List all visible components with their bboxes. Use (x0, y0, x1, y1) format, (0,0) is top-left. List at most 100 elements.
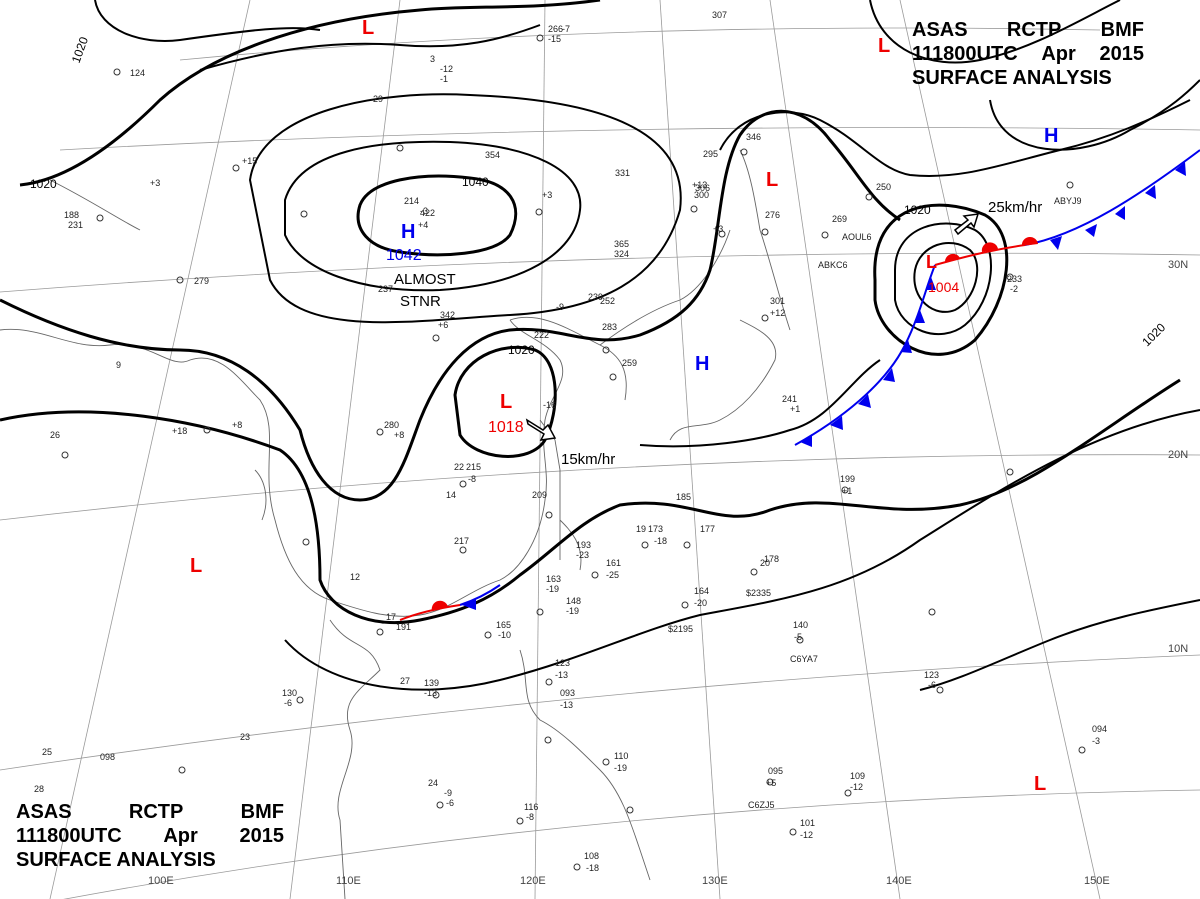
station-value: 116 (524, 802, 538, 812)
header-analysis: SURFACE ANALYSIS (16, 849, 216, 871)
lon-label: 140E (886, 875, 912, 887)
station-value: 306 (695, 183, 710, 193)
station-value: 124 (130, 68, 145, 78)
station-value: -12 (800, 830, 813, 840)
lon-label: 100E (148, 875, 174, 887)
station-value: 193 (576, 540, 591, 550)
station-value: 191 (396, 622, 411, 632)
station-value: 222 (534, 330, 549, 340)
station-value: -16 (543, 400, 556, 410)
station-value: 259 (622, 358, 637, 368)
station-glyphs (61, 34, 1086, 871)
station-value: 094 (1092, 724, 1107, 734)
station-value: -8 (468, 474, 476, 484)
station-value: 231 (68, 220, 83, 230)
lat-label: 10N (1168, 643, 1188, 655)
motion-arrows (525, 213, 980, 441)
motion-speed-label: 25km/hr (988, 199, 1042, 216)
station-value: 26 (50, 430, 60, 440)
header-title-top: ASAS RCTP BMF 111800UTC Apr 2015 SURFACE… (912, 18, 1144, 90)
station-value: 185 (676, 492, 691, 502)
station-value: 233 (1007, 274, 1022, 284)
station-value: -5 (794, 632, 802, 642)
station-value: -6 (446, 798, 454, 808)
station-value: -18 (654, 536, 667, 546)
ship-call-sign: AOUL6 (842, 232, 872, 242)
station-value: 148 (566, 596, 581, 606)
coastlines (0, 149, 791, 899)
station-value: 269 (832, 214, 847, 224)
station-value: +3 (713, 224, 723, 234)
low-center-symbol: L (878, 35, 890, 57)
station-value: 209 (532, 490, 547, 500)
station-value: 241 (782, 394, 797, 404)
station-value: -8 (526, 812, 534, 822)
station-value: 177 (700, 524, 715, 534)
station-value: 22 (454, 462, 464, 472)
lat-label: 20N (1168, 449, 1188, 461)
station-value: -18 (586, 863, 599, 873)
station-value: 101 (800, 818, 815, 828)
header-line2: 111800UTC Apr 2015 (16, 824, 284, 848)
station-value: 178 (764, 554, 779, 564)
station-value: -13 (560, 700, 573, 710)
station-value: 354 (485, 150, 500, 160)
station-value: 250 (876, 182, 891, 192)
station-value: 280 (384, 420, 399, 430)
station-value: 217 (454, 536, 469, 546)
station-value: -19 (546, 584, 559, 594)
header-product: BMF (1100, 19, 1144, 41)
station-value: -7 (562, 24, 570, 34)
station-value: 110 (614, 751, 628, 761)
station-value: 307 (712, 10, 727, 20)
ship-call-sign: C6ZJ5 (748, 800, 775, 810)
station-value: 163 (546, 574, 561, 584)
header-agency: ASAS (16, 801, 72, 823)
station-value: 095 (768, 766, 783, 776)
station-value: 324 (614, 249, 629, 259)
station-value: -10 (498, 630, 511, 640)
station-value: +3 (542, 190, 552, 200)
station-value: +8 (394, 430, 404, 440)
station-value: 365 (614, 239, 629, 249)
low-center-value: 1018 (488, 419, 524, 436)
pressure-centers: H 1042 L 1018 L 1004 H H L L L L (190, 17, 1058, 577)
lon-label: 130E (702, 875, 728, 887)
station-value: +12 (770, 308, 785, 318)
station-value: +5 (766, 778, 776, 788)
low-center-symbol: L (190, 555, 202, 577)
header-title-bottom: ASAS RCTP BMF 111800UTC Apr 2015 SURFACE… (16, 800, 284, 872)
station-value: 9 (116, 360, 121, 370)
station-value: 252 (600, 296, 615, 306)
station-value: 19 (636, 524, 646, 534)
header-time: 111800UTC (912, 43, 1018, 65)
station-value: 188 (64, 210, 79, 220)
ship-call-sign: C6YA7 (790, 654, 818, 664)
station-value: 25 (42, 747, 52, 757)
station-value: +8 (232, 420, 242, 430)
station-value: -19 (614, 763, 627, 773)
station-value: 27 (400, 676, 410, 686)
low-center-symbol: L (766, 169, 778, 191)
station-value: 093 (560, 688, 575, 698)
station-value: -6 (928, 680, 936, 690)
station-value: +15 (242, 156, 257, 166)
header-year: 2015 (1099, 43, 1145, 65)
station-value: 140 (793, 620, 808, 630)
station-value: -9 (556, 302, 564, 312)
station-value: 20 (760, 558, 770, 568)
header-month: Apr (163, 825, 198, 847)
cold-front-pips (462, 162, 1186, 610)
station-value: -29 (370, 94, 383, 104)
motion-speed-label: 15km/hr (561, 451, 615, 468)
station-value: -1 (440, 74, 448, 84)
station-value: -12 (440, 64, 453, 74)
lon-labels: 100E 110E 120E 130E 140E 150E (148, 875, 1110, 887)
station-value: 173 (648, 524, 663, 534)
station-value: -15 (548, 34, 561, 44)
station-value: +18 (172, 426, 187, 436)
station-value: 109 (850, 771, 865, 781)
station-value: -3 (1092, 736, 1100, 746)
header-agency: ASAS (912, 19, 968, 41)
station-value: +6 (438, 320, 448, 330)
